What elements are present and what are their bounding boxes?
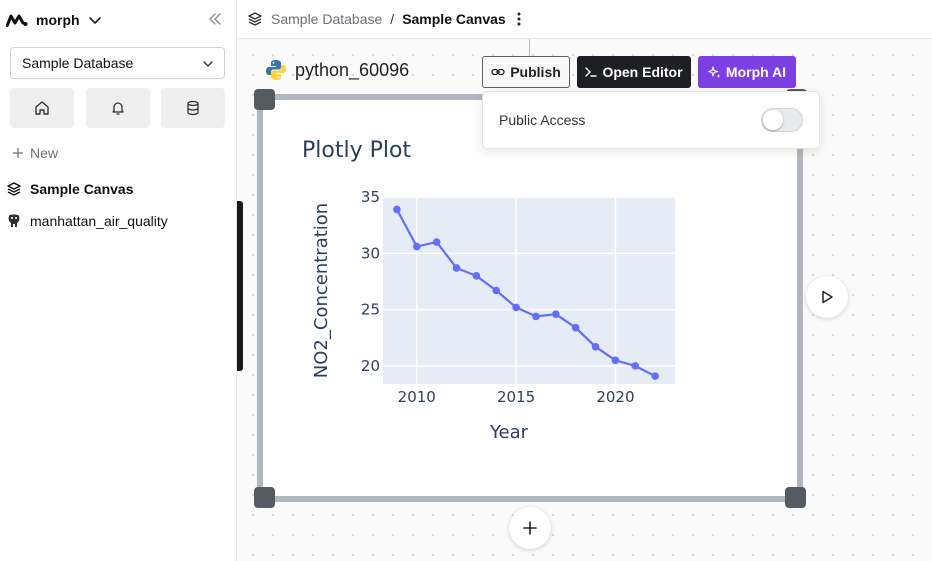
collapse-sidebar-icon[interactable] xyxy=(207,11,223,27)
home-button[interactable] xyxy=(10,88,74,128)
data-point xyxy=(532,312,540,321)
data-point xyxy=(492,286,501,295)
data-point xyxy=(512,303,520,312)
play-icon xyxy=(822,290,833,304)
top-bar: Sample Database / Sample Canvas xyxy=(237,0,932,39)
more-options-icon[interactable] xyxy=(513,11,525,27)
brand-name: morph xyxy=(36,12,80,28)
database-button[interactable] xyxy=(161,88,225,128)
data-point xyxy=(651,372,659,380)
y-axis-label: NO2_Concentration xyxy=(311,203,332,378)
brand-menu[interactable]: morph xyxy=(6,10,102,30)
sidebar-item-sample-canvas[interactable]: Sample Canvas xyxy=(6,179,134,199)
panel-resize-handle[interactable] xyxy=(237,201,243,371)
resize-corner-top-left[interactable] xyxy=(254,89,275,110)
morph-ai-label: Morph AI xyxy=(725,64,787,80)
node-name: python_60096 xyxy=(295,59,410,80)
python-icon xyxy=(266,60,286,80)
y-tick-label: 20 xyxy=(361,357,380,375)
data-point xyxy=(472,272,481,280)
data-point xyxy=(552,310,560,318)
new-button[interactable]: New xyxy=(12,145,58,161)
data-point xyxy=(412,242,421,251)
database-select[interactable]: Sample Database xyxy=(10,47,225,79)
series-line xyxy=(395,208,656,378)
x-tick-label: 2015 xyxy=(497,388,535,406)
postgres-elephant-icon xyxy=(8,214,20,227)
sparkles-icon xyxy=(707,65,721,78)
layers-icon xyxy=(7,182,21,196)
toggle-knob xyxy=(763,110,783,130)
sidebar-item-label: Sample Canvas xyxy=(30,181,134,197)
plus-icon xyxy=(13,148,23,158)
x-tick-label: 2010 xyxy=(398,388,436,406)
plus-icon xyxy=(523,521,537,535)
x-tick-label: 2020 xyxy=(596,388,634,406)
publish-popover: Public Access xyxy=(482,91,820,149)
layers-icon xyxy=(248,12,262,26)
canvas[interactable]: python_60096 Plotly Plot 2010 2015 2020 20 25… xyxy=(237,39,932,561)
public-access-toggle[interactable] xyxy=(761,108,803,132)
notifications-button[interactable] xyxy=(86,88,150,128)
sidebar-item-manhattan-air-quality[interactable]: manhattan_air_quality xyxy=(6,211,168,231)
y-tick-label: 35 xyxy=(361,188,380,206)
public-access-label: Public Access xyxy=(499,112,586,128)
breadcrumb-canvas: Sample Canvas xyxy=(402,11,506,27)
data-point xyxy=(631,362,640,370)
x-axis-label: Year xyxy=(489,422,529,443)
data-point xyxy=(571,323,580,332)
chart-node[interactable]: Plotly Plot 2010 2015 2020 20 25 30 35 Year NO2_C… xyxy=(257,94,803,502)
home-icon xyxy=(35,101,49,115)
publish-label: Publish xyxy=(510,64,561,80)
run-button[interactable] xyxy=(806,276,848,318)
link-icon xyxy=(491,68,505,76)
database-select-value: Sample Database xyxy=(22,55,134,71)
breadcrumb: Sample Database / Sample Canvas xyxy=(247,11,506,27)
add-node-button[interactable] xyxy=(509,507,551,549)
node-title: python_60096 xyxy=(265,59,409,81)
data-point xyxy=(432,238,441,246)
plot-area xyxy=(383,197,675,384)
morph-logo-icon xyxy=(6,14,28,27)
resize-corner-bottom-left[interactable] xyxy=(254,487,275,508)
sidebar-item-label: manhattan_air_quality xyxy=(30,213,168,229)
publish-button[interactable]: Publish xyxy=(482,56,570,88)
breadcrumb-separator: / xyxy=(390,11,395,27)
terminal-icon xyxy=(585,67,598,77)
open-editor-button[interactable]: Open Editor xyxy=(577,56,691,88)
y-tick-label: 30 xyxy=(361,244,380,262)
chart-title: Plotly Plot xyxy=(302,138,411,163)
sidebar: morph Sample Database New xyxy=(0,0,237,561)
data-point xyxy=(393,205,401,214)
chevron-down-icon xyxy=(88,17,101,25)
chevron-down-icon xyxy=(203,61,213,67)
database-icon xyxy=(187,100,199,116)
data-point xyxy=(452,264,461,272)
data-point xyxy=(611,356,620,365)
y-tick-label: 25 xyxy=(361,301,380,319)
resize-corner-bottom-right[interactable] xyxy=(785,487,806,508)
morph-ai-button[interactable]: Morph AI xyxy=(698,56,796,88)
bell-icon xyxy=(112,102,124,115)
data-point xyxy=(591,343,600,351)
breadcrumb-database[interactable]: Sample Database xyxy=(271,11,383,27)
edge-connector xyxy=(529,39,530,57)
open-editor-label: Open Editor xyxy=(602,64,683,80)
new-label: New xyxy=(30,145,59,161)
